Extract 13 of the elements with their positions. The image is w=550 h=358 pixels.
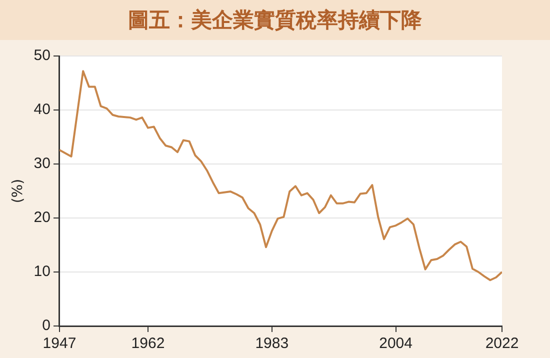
x-tick-label: 2004 [379,335,412,352]
y-tick-label: 40 [34,101,50,118]
x-tick-label: 1983 [255,335,289,352]
y-tick-label: 0 [42,317,50,334]
x-tick-label: 1962 [131,335,165,352]
x-tick-label: 2022 [485,335,519,352]
y-tick-label: 10 [34,263,50,280]
x-tick-label: 1947 [42,335,76,352]
y-tick-label: 50 [34,47,50,64]
y-tick-label: 20 [34,209,50,226]
y-axis-title: (%) [10,178,26,204]
chart-title: 圖五：美企業實質稅率持續下降 [0,0,550,40]
y-tick-label: 30 [34,155,50,172]
